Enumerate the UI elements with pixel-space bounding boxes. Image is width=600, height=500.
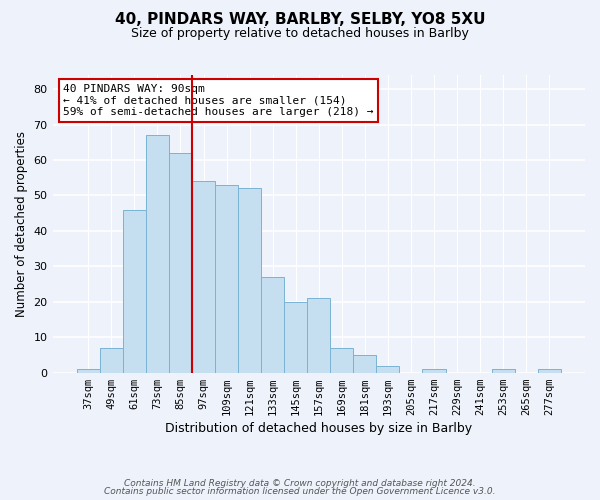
Bar [238,188,261,372]
Bar [284,302,307,372]
Bar [376,366,400,372]
Bar [169,153,192,372]
Y-axis label: Number of detached properties: Number of detached properties [15,131,28,317]
Bar [215,185,238,372]
Text: Contains public sector information licensed under the Open Government Licence v3: Contains public sector information licen… [104,487,496,496]
X-axis label: Distribution of detached houses by size in Barlby: Distribution of detached houses by size … [165,422,472,435]
Bar [422,369,446,372]
Bar [77,369,100,372]
Text: Size of property relative to detached houses in Barlby: Size of property relative to detached ho… [131,28,469,40]
Bar [491,369,515,372]
Text: 40, PINDARS WAY, BARLBY, SELBY, YO8 5XU: 40, PINDARS WAY, BARLBY, SELBY, YO8 5XU [115,12,485,28]
Bar [538,369,561,372]
Bar [123,210,146,372]
Bar [330,348,353,372]
Bar [100,348,123,372]
Bar [307,298,330,372]
Bar [261,277,284,372]
Bar [146,135,169,372]
Bar [353,355,376,372]
Text: Contains HM Land Registry data © Crown copyright and database right 2024.: Contains HM Land Registry data © Crown c… [124,478,476,488]
Bar [192,182,215,372]
Text: 40 PINDARS WAY: 90sqm
← 41% of detached houses are smaller (154)
59% of semi-det: 40 PINDARS WAY: 90sqm ← 41% of detached … [63,84,374,117]
